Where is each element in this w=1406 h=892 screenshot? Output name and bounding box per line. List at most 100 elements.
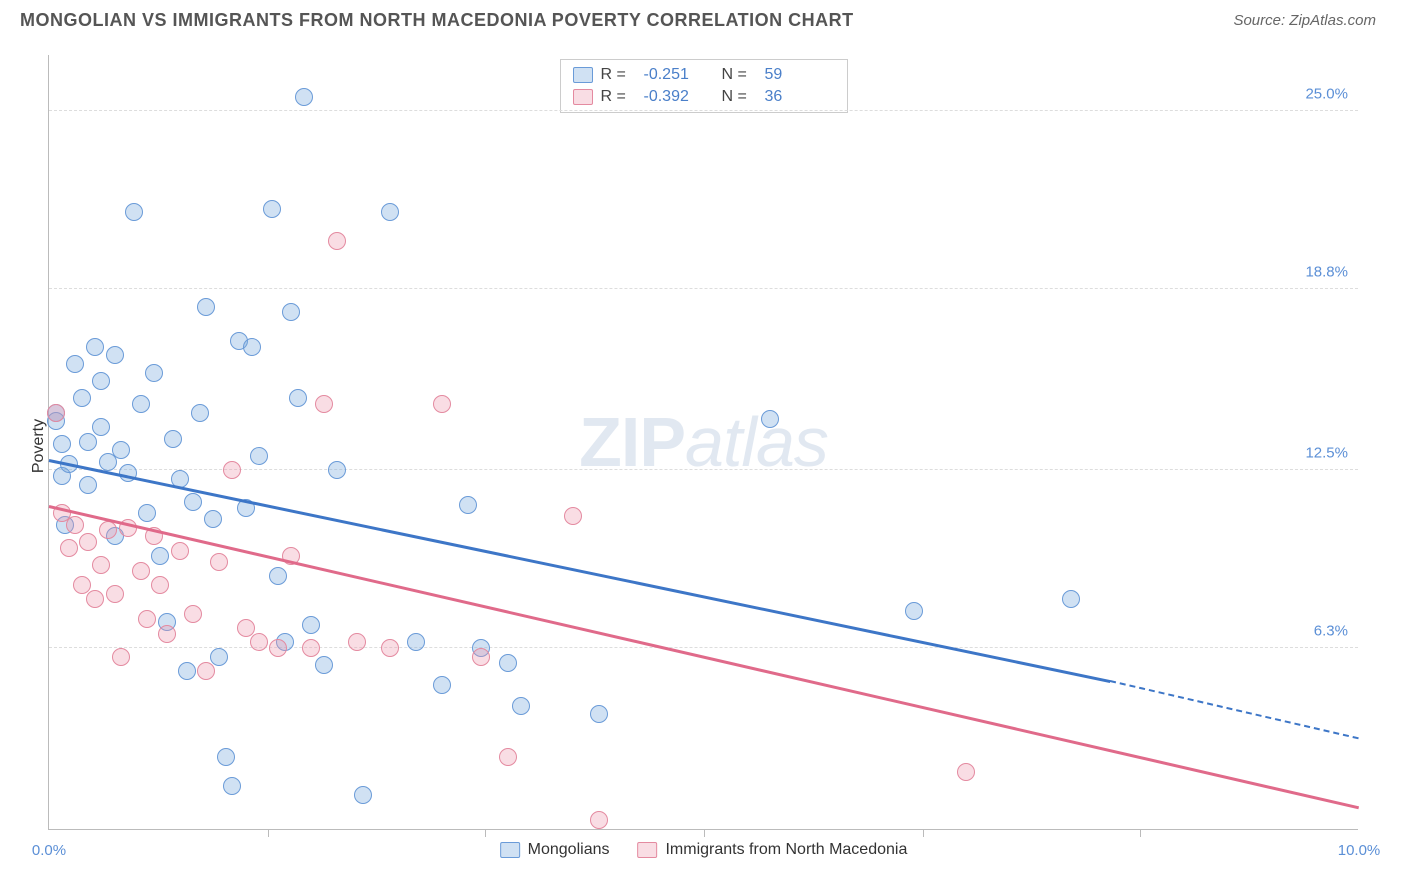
regression-line bbox=[49, 459, 1111, 682]
legend-r-value: -0.392 bbox=[644, 88, 714, 106]
legend-n-value: 36 bbox=[765, 88, 835, 106]
scatter-point bbox=[204, 510, 222, 528]
legend-swatch bbox=[500, 842, 520, 858]
legend-n-label: N = bbox=[722, 88, 757, 106]
scatter-point bbox=[197, 662, 215, 680]
x-tick bbox=[704, 829, 705, 837]
scatter-point bbox=[499, 654, 517, 672]
y-tick-label: 6.3% bbox=[1314, 623, 1348, 640]
scatter-point bbox=[138, 504, 156, 522]
scatter-point bbox=[197, 298, 215, 316]
legend-swatch bbox=[637, 842, 657, 858]
scatter-point bbox=[315, 395, 333, 413]
y-tick-label: 18.8% bbox=[1305, 264, 1348, 281]
gridline bbox=[49, 647, 1358, 648]
scatter-point bbox=[499, 748, 517, 766]
scatter-point bbox=[302, 639, 320, 657]
scatter-point bbox=[217, 748, 235, 766]
scatter-point bbox=[184, 605, 202, 623]
scatter-point bbox=[243, 338, 261, 356]
scatter-point bbox=[66, 355, 84, 373]
x-tick bbox=[268, 829, 269, 837]
scatter-point bbox=[138, 610, 156, 628]
legend-n-value: 59 bbox=[765, 66, 835, 84]
legend-item: Immigrants from North Macedonia bbox=[637, 841, 907, 859]
scatter-chart: ZIPatlas R =-0.251N =59R =-0.392N =36 Mo… bbox=[48, 55, 1358, 830]
scatter-point bbox=[1062, 590, 1080, 608]
gridline bbox=[49, 469, 1358, 470]
scatter-point bbox=[564, 507, 582, 525]
scatter-point bbox=[289, 389, 307, 407]
legend-swatch bbox=[573, 67, 593, 83]
scatter-point bbox=[381, 203, 399, 221]
scatter-point bbox=[459, 496, 477, 514]
scatter-point bbox=[191, 404, 209, 422]
scatter-point bbox=[184, 493, 202, 511]
scatter-point bbox=[92, 556, 110, 574]
scatter-point bbox=[132, 395, 150, 413]
legend-item: Mongolians bbox=[500, 841, 610, 859]
scatter-point bbox=[282, 303, 300, 321]
scatter-point bbox=[302, 616, 320, 634]
legend-swatch bbox=[573, 89, 593, 105]
scatter-point bbox=[250, 447, 268, 465]
scatter-point bbox=[171, 542, 189, 560]
scatter-point bbox=[210, 553, 228, 571]
scatter-point bbox=[512, 697, 530, 715]
scatter-point bbox=[250, 633, 268, 651]
scatter-point bbox=[79, 533, 97, 551]
scatter-point bbox=[164, 430, 182, 448]
scatter-point bbox=[472, 648, 490, 666]
scatter-point bbox=[92, 418, 110, 436]
regression-line bbox=[1110, 680, 1359, 740]
scatter-point bbox=[79, 433, 97, 451]
scatter-point bbox=[151, 547, 169, 565]
scatter-point bbox=[237, 619, 255, 637]
scatter-point bbox=[92, 372, 110, 390]
scatter-point bbox=[433, 395, 451, 413]
chart-title: MONGOLIAN VS IMMIGRANTS FROM NORTH MACED… bbox=[20, 10, 854, 31]
scatter-point bbox=[590, 811, 608, 829]
legend-series-name: Mongolians bbox=[528, 841, 610, 859]
scatter-point bbox=[112, 648, 130, 666]
legend-r-value: -0.251 bbox=[644, 66, 714, 84]
legend-r-label: R = bbox=[601, 88, 636, 106]
scatter-point bbox=[106, 585, 124, 603]
scatter-point bbox=[66, 516, 84, 534]
legend-r-label: R = bbox=[601, 66, 636, 84]
y-tick-label: 25.0% bbox=[1305, 86, 1348, 103]
scatter-point bbox=[158, 625, 176, 643]
y-tick-label: 12.5% bbox=[1305, 445, 1348, 462]
scatter-point bbox=[86, 590, 104, 608]
series-legend: Mongolians Immigrants from North Macedoni… bbox=[500, 841, 908, 859]
scatter-point bbox=[433, 676, 451, 694]
source-attribution: Source: ZipAtlas.com bbox=[1233, 12, 1376, 29]
scatter-point bbox=[407, 633, 425, 651]
scatter-point bbox=[86, 338, 104, 356]
scatter-point bbox=[145, 364, 163, 382]
correlation-legend: R = -0.251 N = 59 R = -0.392 N = 36 bbox=[560, 59, 848, 113]
scatter-point bbox=[178, 662, 196, 680]
scatter-point bbox=[73, 576, 91, 594]
x-tick bbox=[485, 829, 486, 837]
scatter-point bbox=[328, 461, 346, 479]
scatter-point bbox=[348, 633, 366, 651]
scatter-point bbox=[223, 777, 241, 795]
x-tick-label: 0.0% bbox=[32, 842, 66, 859]
legend-row: R = -0.392 N = 36 bbox=[573, 86, 835, 108]
scatter-point bbox=[151, 576, 169, 594]
legend-row: R = -0.251 N = 59 bbox=[573, 64, 835, 86]
scatter-point bbox=[125, 203, 143, 221]
scatter-point bbox=[79, 476, 97, 494]
x-tick bbox=[923, 829, 924, 837]
regression-line bbox=[49, 505, 1360, 809]
scatter-point bbox=[47, 404, 65, 422]
scatter-point bbox=[269, 567, 287, 585]
legend-series-name: Immigrants from North Macedonia bbox=[665, 841, 907, 859]
scatter-point bbox=[957, 763, 975, 781]
scatter-point bbox=[905, 602, 923, 620]
scatter-point bbox=[263, 200, 281, 218]
scatter-point bbox=[112, 441, 130, 459]
legend-n-label: N = bbox=[722, 66, 757, 84]
scatter-point bbox=[99, 521, 117, 539]
